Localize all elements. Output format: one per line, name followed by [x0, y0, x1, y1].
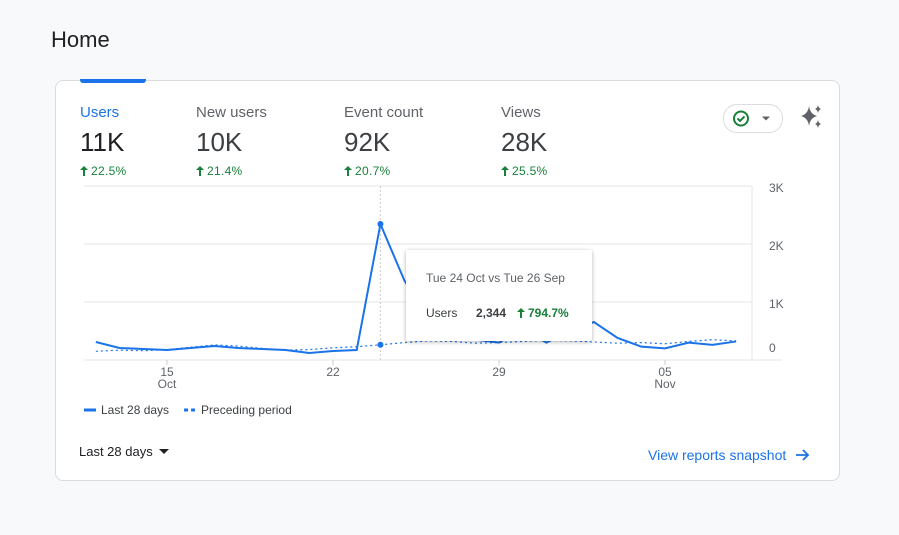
metric-label: New users: [196, 104, 267, 121]
arrow-path: [196, 166, 204, 176]
metric-label: Users: [80, 104, 120, 121]
hover-dot: [377, 221, 384, 228]
metric-change: 22.5%: [80, 164, 127, 178]
dropdown-icon: [158, 448, 169, 454]
view-snapshot-link[interactable]: View reports snapshot: [648, 447, 810, 463]
date-range-text: Last 28 days: [79, 444, 153, 459]
metric: Views 28K 25.5%: [501, 104, 548, 178]
metric-value: 28K: [501, 127, 548, 157]
x-tick-label: 22: [326, 365, 340, 379]
y-tick-label: 2K: [769, 239, 784, 253]
link-text: View reports snapshot: [648, 447, 787, 463]
y-tick-label: 0: [769, 341, 776, 355]
metric-value: 92K: [344, 127, 391, 157]
tooltip-title: Tue 24 Oct vs Tue 26 Sep: [426, 271, 565, 285]
x-tick-label: 05: [658, 365, 672, 379]
metric-change-text: 20.7%: [355, 164, 391, 178]
status-button[interactable]: [723, 104, 783, 133]
x-tick-label: 29: [492, 365, 506, 379]
up-arrow: [344, 166, 352, 176]
arrow-path: [344, 166, 352, 176]
insights-icon[interactable]: [799, 104, 825, 130]
metric-value: 11K: [80, 127, 125, 157]
metric-change-text: 22.5%: [91, 164, 127, 178]
y-tick-label: 3K: [769, 181, 784, 195]
date-range-button[interactable]: Last 28 days: [79, 444, 169, 459]
metric-change: 21.4%: [196, 164, 267, 178]
arrow-icon: [796, 449, 810, 461]
metric-change: 25.5%: [501, 164, 548, 178]
metric: New users 10K 21.4%: [196, 104, 267, 178]
metric-value: 10K: [196, 127, 243, 157]
metric-label: Event count: [344, 104, 424, 121]
x-tick-month: Nov: [654, 377, 675, 391]
legend-label: Last 28 days: [101, 403, 169, 417]
tooltip-change-text: 794.7%: [528, 306, 569, 320]
up-arrow: [517, 308, 525, 318]
metric[interactable]: Users 11K 22.5%: [80, 104, 127, 178]
x-tick-label: 15: [160, 365, 174, 379]
selected-indicator: [80, 79, 146, 83]
hover-dot: [377, 341, 384, 348]
x-tick-month: Oct: [158, 377, 177, 391]
metric: Event count 92K 20.7%: [344, 104, 423, 178]
y-tick-label: 1K: [769, 297, 784, 311]
arrow-path: [80, 166, 88, 176]
tooltip-change: 794.7%: [517, 306, 569, 320]
status-icon: [733, 110, 770, 127]
tooltip: Tue 24 Oct vs Tue 26 Sep Users 2,344 794…: [406, 250, 592, 341]
tooltip-metric: Users: [426, 306, 458, 320]
up-arrow: [196, 166, 204, 176]
metric-change-text: 25.5%: [512, 164, 548, 178]
metric-change-text: 21.4%: [207, 164, 243, 178]
arrow-path: [501, 166, 509, 176]
page-title: Home: [51, 27, 110, 52]
metric-label: Views: [501, 104, 541, 121]
tooltip-value: 2,344: [476, 306, 507, 320]
legend-label: Preceding period: [201, 403, 292, 417]
up-arrow: [80, 166, 88, 176]
metric-change: 20.7%: [344, 164, 423, 178]
up-arrow: [501, 166, 509, 176]
